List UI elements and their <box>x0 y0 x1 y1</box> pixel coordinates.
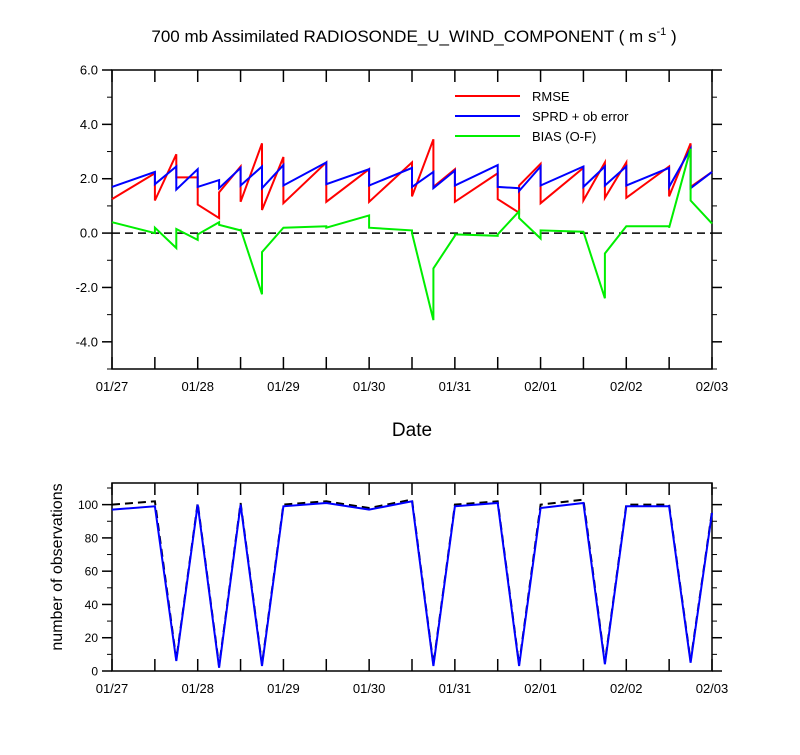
bottom-x-tick-label: 01/30 <box>353 681 386 696</box>
top-x-tick-label: 01/30 <box>353 379 386 394</box>
top-y-tick-label: 2.0 <box>80 171 98 186</box>
legend-label: BIAS (O-F) <box>532 129 596 144</box>
bottom-y-tick-label: 80 <box>85 531 99 545</box>
top-y-tick-label: 0.0 <box>80 226 98 241</box>
top-x-tick-label: 02/01 <box>524 379 557 394</box>
bottom-x-tick-label: 02/01 <box>524 681 557 696</box>
bottom-x-tick-label: 01/28 <box>181 681 214 696</box>
top-series-line-rmse <box>111 138 713 220</box>
bottom-plot-frame <box>111 482 713 672</box>
legend-label: SPRD + ob error <box>532 109 629 124</box>
bottom-y-tick-label: 20 <box>85 631 99 645</box>
top-y-tick-label: 4.0 <box>80 117 98 132</box>
top-series-line-bias-o-f <box>111 148 713 321</box>
bottom-x-tick-label: 01/29 <box>267 681 300 696</box>
top-y-tick-label: -4.0 <box>76 334 98 349</box>
chart-title: 700 mb Assimilated RADIOSONDE_U_WIND_COM… <box>151 26 676 46</box>
bottom-y-tick-label: 0 <box>91 665 98 679</box>
bottom-y-tick-label: 40 <box>85 598 99 612</box>
top-x-tick-label: 01/29 <box>267 379 300 394</box>
x-axis-label: Date <box>392 420 432 441</box>
bottom-series-line-possible <box>111 498 713 667</box>
top-x-tick-label: 01/28 <box>181 379 214 394</box>
bottom-panel: 01/27 01/28 01/29 01/30 01/31 02/01 02/02 02/03… <box>49 482 729 696</box>
legend-label: RMSE <box>532 89 570 104</box>
top-x-tick-label: 02/03 <box>696 379 729 394</box>
top-x-tick-label: 01/27 <box>96 379 129 394</box>
top-x-tick-label: 02/02 <box>610 379 643 394</box>
bottom-x-tick-label: 02/02 <box>610 681 643 696</box>
top-y-tick-label: 6.0 <box>80 63 98 78</box>
bottom-x-tick-label: 01/31 <box>439 681 472 696</box>
bottom-y-tick-label: 100 <box>78 498 98 512</box>
top-x-tick-label: 01/31 <box>439 379 472 394</box>
bottom-series-line-used <box>111 500 713 668</box>
bottom-x-tick-label: 02/03 <box>696 681 729 696</box>
top-y-tick-label: -2.0 <box>76 280 98 295</box>
top-series-line-sprd-ob-error <box>111 144 713 194</box>
y-axis-label: number of observations <box>49 483 66 650</box>
top-panel: 01/27 01/28 01/29 01/30 01/31 02/01 02/02 02/03… <box>76 26 729 441</box>
bottom-x-tick-label: 01/27 <box>96 681 129 696</box>
bottom-y-tick-label: 60 <box>85 565 99 579</box>
